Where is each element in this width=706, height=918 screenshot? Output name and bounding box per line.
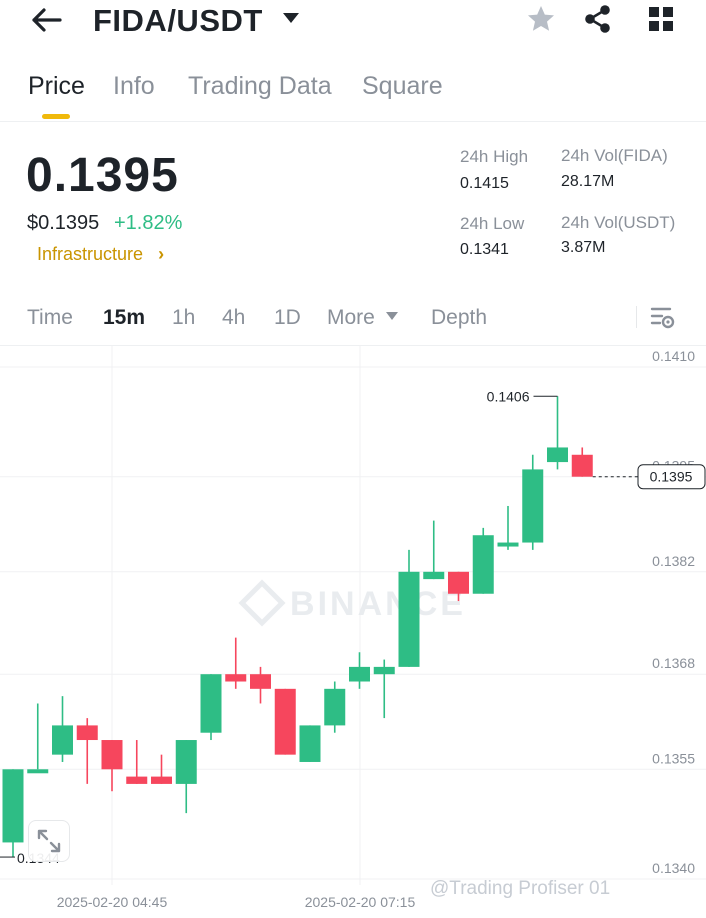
tab-square[interactable]: Square xyxy=(362,72,443,100)
caret-down-icon[interactable] xyxy=(282,12,300,24)
high-annotation: 0.1406 xyxy=(487,388,530,404)
candle-up xyxy=(175,740,197,784)
candle-down xyxy=(225,674,247,682)
footer-credit: @Trading Profiser 01 xyxy=(430,878,611,899)
candle-up xyxy=(324,688,346,726)
candle-down xyxy=(571,454,593,477)
tabs-divider xyxy=(0,121,706,122)
usd-price: $0.1395 xyxy=(27,212,100,234)
grid-icon[interactable] xyxy=(648,6,674,32)
share-icon[interactable] xyxy=(584,4,612,34)
main-tabs: Price Info Trading Data Square xyxy=(0,62,706,120)
watermark-logo-icon xyxy=(238,579,286,627)
tab-info[interactable]: Info xyxy=(113,72,155,100)
vol-base-value: 28.17M xyxy=(561,173,615,190)
interval-time[interactable]: Time xyxy=(27,306,73,329)
candle-down xyxy=(101,740,123,770)
interval-bar: Time 15m 1h 4h 1D More Depth xyxy=(0,300,706,340)
interval-4h[interactable]: 4h xyxy=(222,306,246,329)
chevron-right-icon: › xyxy=(158,244,165,264)
more-label: More xyxy=(327,306,375,329)
high-label: 24h High xyxy=(460,147,529,166)
x-tick-label: 2025-02-20 07:15 xyxy=(305,894,416,910)
candle-down xyxy=(76,725,98,741)
category-link[interactable]: Infrastructure › xyxy=(37,244,164,265)
low-label: 24h Low xyxy=(460,214,525,233)
candle-up xyxy=(497,542,519,547)
candle-down xyxy=(274,688,296,755)
interval-more[interactable]: More xyxy=(327,306,398,330)
tab-price[interactable]: Price xyxy=(28,72,85,100)
current-price-badge xyxy=(637,464,706,490)
y-tick-label: 0.1355 xyxy=(652,750,695,766)
y-tick-label: 0.1340 xyxy=(652,860,695,876)
expand-icon xyxy=(37,829,61,853)
category-label: Infrastructure xyxy=(37,244,144,264)
candle-down xyxy=(250,674,271,689)
depth-tab[interactable]: Depth xyxy=(431,306,488,329)
top-bar: FIDA/USDT xyxy=(0,0,706,50)
candle-up xyxy=(52,725,73,755)
candle-up xyxy=(299,725,321,762)
candle-up xyxy=(547,447,568,463)
vol-base-label: 24h Vol(FIDA) xyxy=(561,146,668,165)
candle-up xyxy=(472,535,494,594)
candle-up xyxy=(349,666,370,682)
current-price-label: 0.1395 xyxy=(650,469,693,485)
interval-divider xyxy=(636,306,637,328)
candlestick-chart[interactable]: BINANCE 0.1410 0.1395 0.1382 0.1368 0.1355 0.… xyxy=(0,345,706,913)
interval-1h[interactable]: 1h xyxy=(172,306,196,329)
candle-up xyxy=(522,469,544,543)
candle-down xyxy=(448,571,469,594)
y-tick-label: 0.1410 xyxy=(652,348,695,364)
tab-trading-data[interactable]: Trading Data xyxy=(188,72,332,100)
high-value: 0.1415 xyxy=(460,175,509,192)
chart-settings-icon[interactable] xyxy=(650,306,676,330)
y-tick-label: 0.1382 xyxy=(652,553,695,569)
low-value: 0.1341 xyxy=(460,241,509,258)
vol-quote-label: 24h Vol(USDT) xyxy=(561,213,676,232)
expand-chart-button[interactable] xyxy=(28,820,70,862)
price-chart[interactable]: BINANCE 0.1410 0.1395 0.1382 0.1368 0.1355 0.… xyxy=(0,345,706,913)
vol-quote-value: 3.87M xyxy=(561,239,606,256)
pair-title[interactable]: FIDA/USDT xyxy=(93,3,263,38)
last-price: 0.1395 xyxy=(26,149,179,202)
candle-down xyxy=(126,776,148,784)
interval-1d[interactable]: 1D xyxy=(274,306,301,329)
candle-up xyxy=(2,769,24,843)
candle-down xyxy=(151,776,172,784)
back-arrow-icon[interactable] xyxy=(30,6,62,34)
caret-down-icon xyxy=(385,312,398,320)
interval-15m[interactable]: 15m xyxy=(103,306,146,329)
active-tab-indicator xyxy=(42,114,70,119)
watermark-text: BINANCE xyxy=(290,585,466,623)
candle-up xyxy=(200,674,222,733)
price-change-percent: +1.82% xyxy=(114,212,183,234)
candle-up xyxy=(373,666,395,675)
star-icon[interactable] xyxy=(526,4,556,34)
y-tick-label: 0.1368 xyxy=(652,655,695,671)
x-tick-label: 2025-02-20 04:45 xyxy=(57,894,168,910)
candle-up xyxy=(423,571,445,580)
candle-up xyxy=(398,571,420,667)
candle-up xyxy=(27,769,49,774)
